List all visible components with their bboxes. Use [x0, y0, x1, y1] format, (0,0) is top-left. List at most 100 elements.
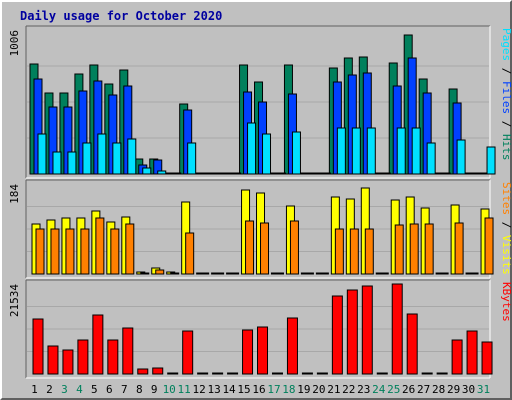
- bar-kbytes-day-24: [376, 372, 388, 375]
- bar-pages-day-30: [471, 172, 481, 175]
- bar-sites-day-18: [289, 220, 299, 275]
- chart-title: Daily usage for October 2020: [20, 9, 223, 23]
- x-tick-label-day-18: 18: [282, 383, 295, 396]
- bar-pages-day-4: [82, 142, 92, 175]
- bar-kbytes-day-18: [286, 317, 298, 375]
- bar-sites-day-27: [424, 223, 434, 275]
- bar-pages-day-23: [366, 127, 376, 175]
- bar-pages-day-5: [97, 133, 107, 175]
- bar-sites-day-2: [50, 228, 60, 275]
- bar-kbytes-day-9: [152, 367, 164, 375]
- x-tick-label-day-16: 16: [252, 383, 265, 396]
- bar-sites-day-21: [334, 228, 344, 275]
- bar-sites-day-4: [80, 228, 90, 275]
- bar-pages-day-6: [112, 142, 122, 175]
- bar-pages-day-14: [232, 172, 242, 175]
- bar-pages-day-21: [336, 127, 346, 175]
- bar-sites-day-28: [439, 272, 449, 275]
- bar-sites-day-17: [274, 272, 284, 275]
- bar-kbytes-day-27: [421, 372, 433, 375]
- bar-kbytes-day-30: [466, 330, 478, 375]
- bar-kbytes-day-22: [346, 289, 358, 375]
- bar-kbytes-day-26: [406, 313, 418, 375]
- legend-text: Pages: [500, 28, 512, 61]
- bar-pages-day-24: [381, 172, 391, 175]
- bar-sites-day-14: [230, 272, 240, 275]
- bar-sites-day-20: [319, 272, 329, 275]
- bar-pages-day-15: [247, 122, 257, 175]
- x-tick-label-day-30: 30: [462, 383, 475, 396]
- bar-kbytes-day-12: [197, 372, 209, 375]
- x-tick-label-day-29: 29: [447, 383, 460, 396]
- bar-sites-day-11: [185, 232, 195, 275]
- x-tick-label-day-31: 31: [477, 383, 490, 396]
- bar-sites-day-25: [394, 224, 404, 275]
- bar-kbytes-day-8: [137, 368, 149, 375]
- bar-pages-day-11: [187, 142, 197, 175]
- bar-kbytes-day-17: [271, 372, 283, 375]
- bar-sites-day-3: [65, 228, 75, 275]
- x-tick-label-day-28: 28: [432, 383, 445, 396]
- bar-kbytes-day-3: [62, 349, 74, 375]
- bar-kbytes-day-14: [227, 372, 239, 375]
- bar-kbytes-day-28: [436, 372, 448, 375]
- bar-pages-day-19: [306, 172, 316, 175]
- bar-pages-day-22: [351, 127, 361, 175]
- bar-pages-day-17: [276, 172, 286, 175]
- x-tick-label-day-21: 21: [327, 383, 340, 396]
- x-tick-label-day-6: 6: [106, 383, 113, 396]
- bar-pages-day-25: [396, 127, 406, 175]
- bar-kbytes-day-21: [331, 295, 343, 375]
- bar-kbytes-day-16: [257, 326, 269, 375]
- series-legend-3: KBytes: [500, 282, 512, 322]
- x-tick-label-day-1: 1: [31, 383, 38, 396]
- bar-sites-day-13: [215, 272, 225, 275]
- bar-sites-day-24: [379, 272, 389, 275]
- x-tick-label-day-17: 17: [267, 383, 280, 396]
- legend-text: KBytes: [500, 282, 512, 322]
- bar-sites-day-15: [245, 220, 255, 275]
- bar-kbytes-day-13: [212, 372, 224, 375]
- legend-text: Files: [500, 81, 512, 114]
- x-tick-label-day-7: 7: [121, 383, 128, 396]
- bar-sites-day-22: [349, 228, 359, 275]
- x-tick-label-day-10: 10: [163, 383, 176, 396]
- x-tick-label-day-2: 2: [46, 383, 53, 396]
- series-legend-2: Sites / Visits: [500, 182, 512, 275]
- x-tick-label-day-22: 22: [342, 383, 355, 396]
- x-tick-label-day-3: 3: [61, 383, 68, 396]
- legend-text: Sites: [500, 182, 512, 215]
- bar-kbytes-day-6: [107, 339, 119, 375]
- legend-text: /: [500, 61, 512, 81]
- x-tick-label-day-8: 8: [136, 383, 143, 396]
- bar-pages-day-9: [157, 170, 167, 175]
- legend-text: /: [500, 215, 512, 235]
- bar-kbytes-day-31: [481, 341, 493, 375]
- bar-sites-day-6: [110, 228, 120, 275]
- bar-sites-day-7: [125, 223, 135, 275]
- x-tick-label-day-11: 11: [178, 383, 191, 396]
- bar-kbytes-day-1: [32, 318, 44, 375]
- bar-sites-day-31: [484, 217, 494, 275]
- bar-pages-day-1: [37, 133, 47, 175]
- bar-pages-day-3: [67, 151, 77, 175]
- x-tick-label-day-14: 14: [222, 383, 236, 396]
- bar-kbytes-day-2: [47, 345, 59, 375]
- bar-pages-day-27: [426, 142, 436, 175]
- bar-pages-day-26: [411, 127, 421, 175]
- bar-sites-day-1: [35, 228, 45, 275]
- bar-kbytes-day-11: [182, 330, 194, 375]
- bar-pages-day-16: [262, 133, 272, 175]
- bar-sites-day-26: [409, 223, 419, 275]
- bar-kbytes-day-19: [301, 372, 313, 375]
- y-max-label-2: 184: [8, 184, 21, 204]
- bar-pages-day-28: [441, 172, 451, 175]
- bar-sites-day-19: [304, 272, 314, 275]
- bar-kbytes-day-29: [451, 339, 463, 375]
- x-tick-label-day-23: 23: [357, 383, 370, 396]
- bar-pages-day-29: [456, 139, 466, 175]
- bar-sites-day-29: [454, 222, 464, 275]
- bar-pages-day-7: [127, 138, 137, 175]
- x-tick-label-day-26: 26: [402, 383, 415, 396]
